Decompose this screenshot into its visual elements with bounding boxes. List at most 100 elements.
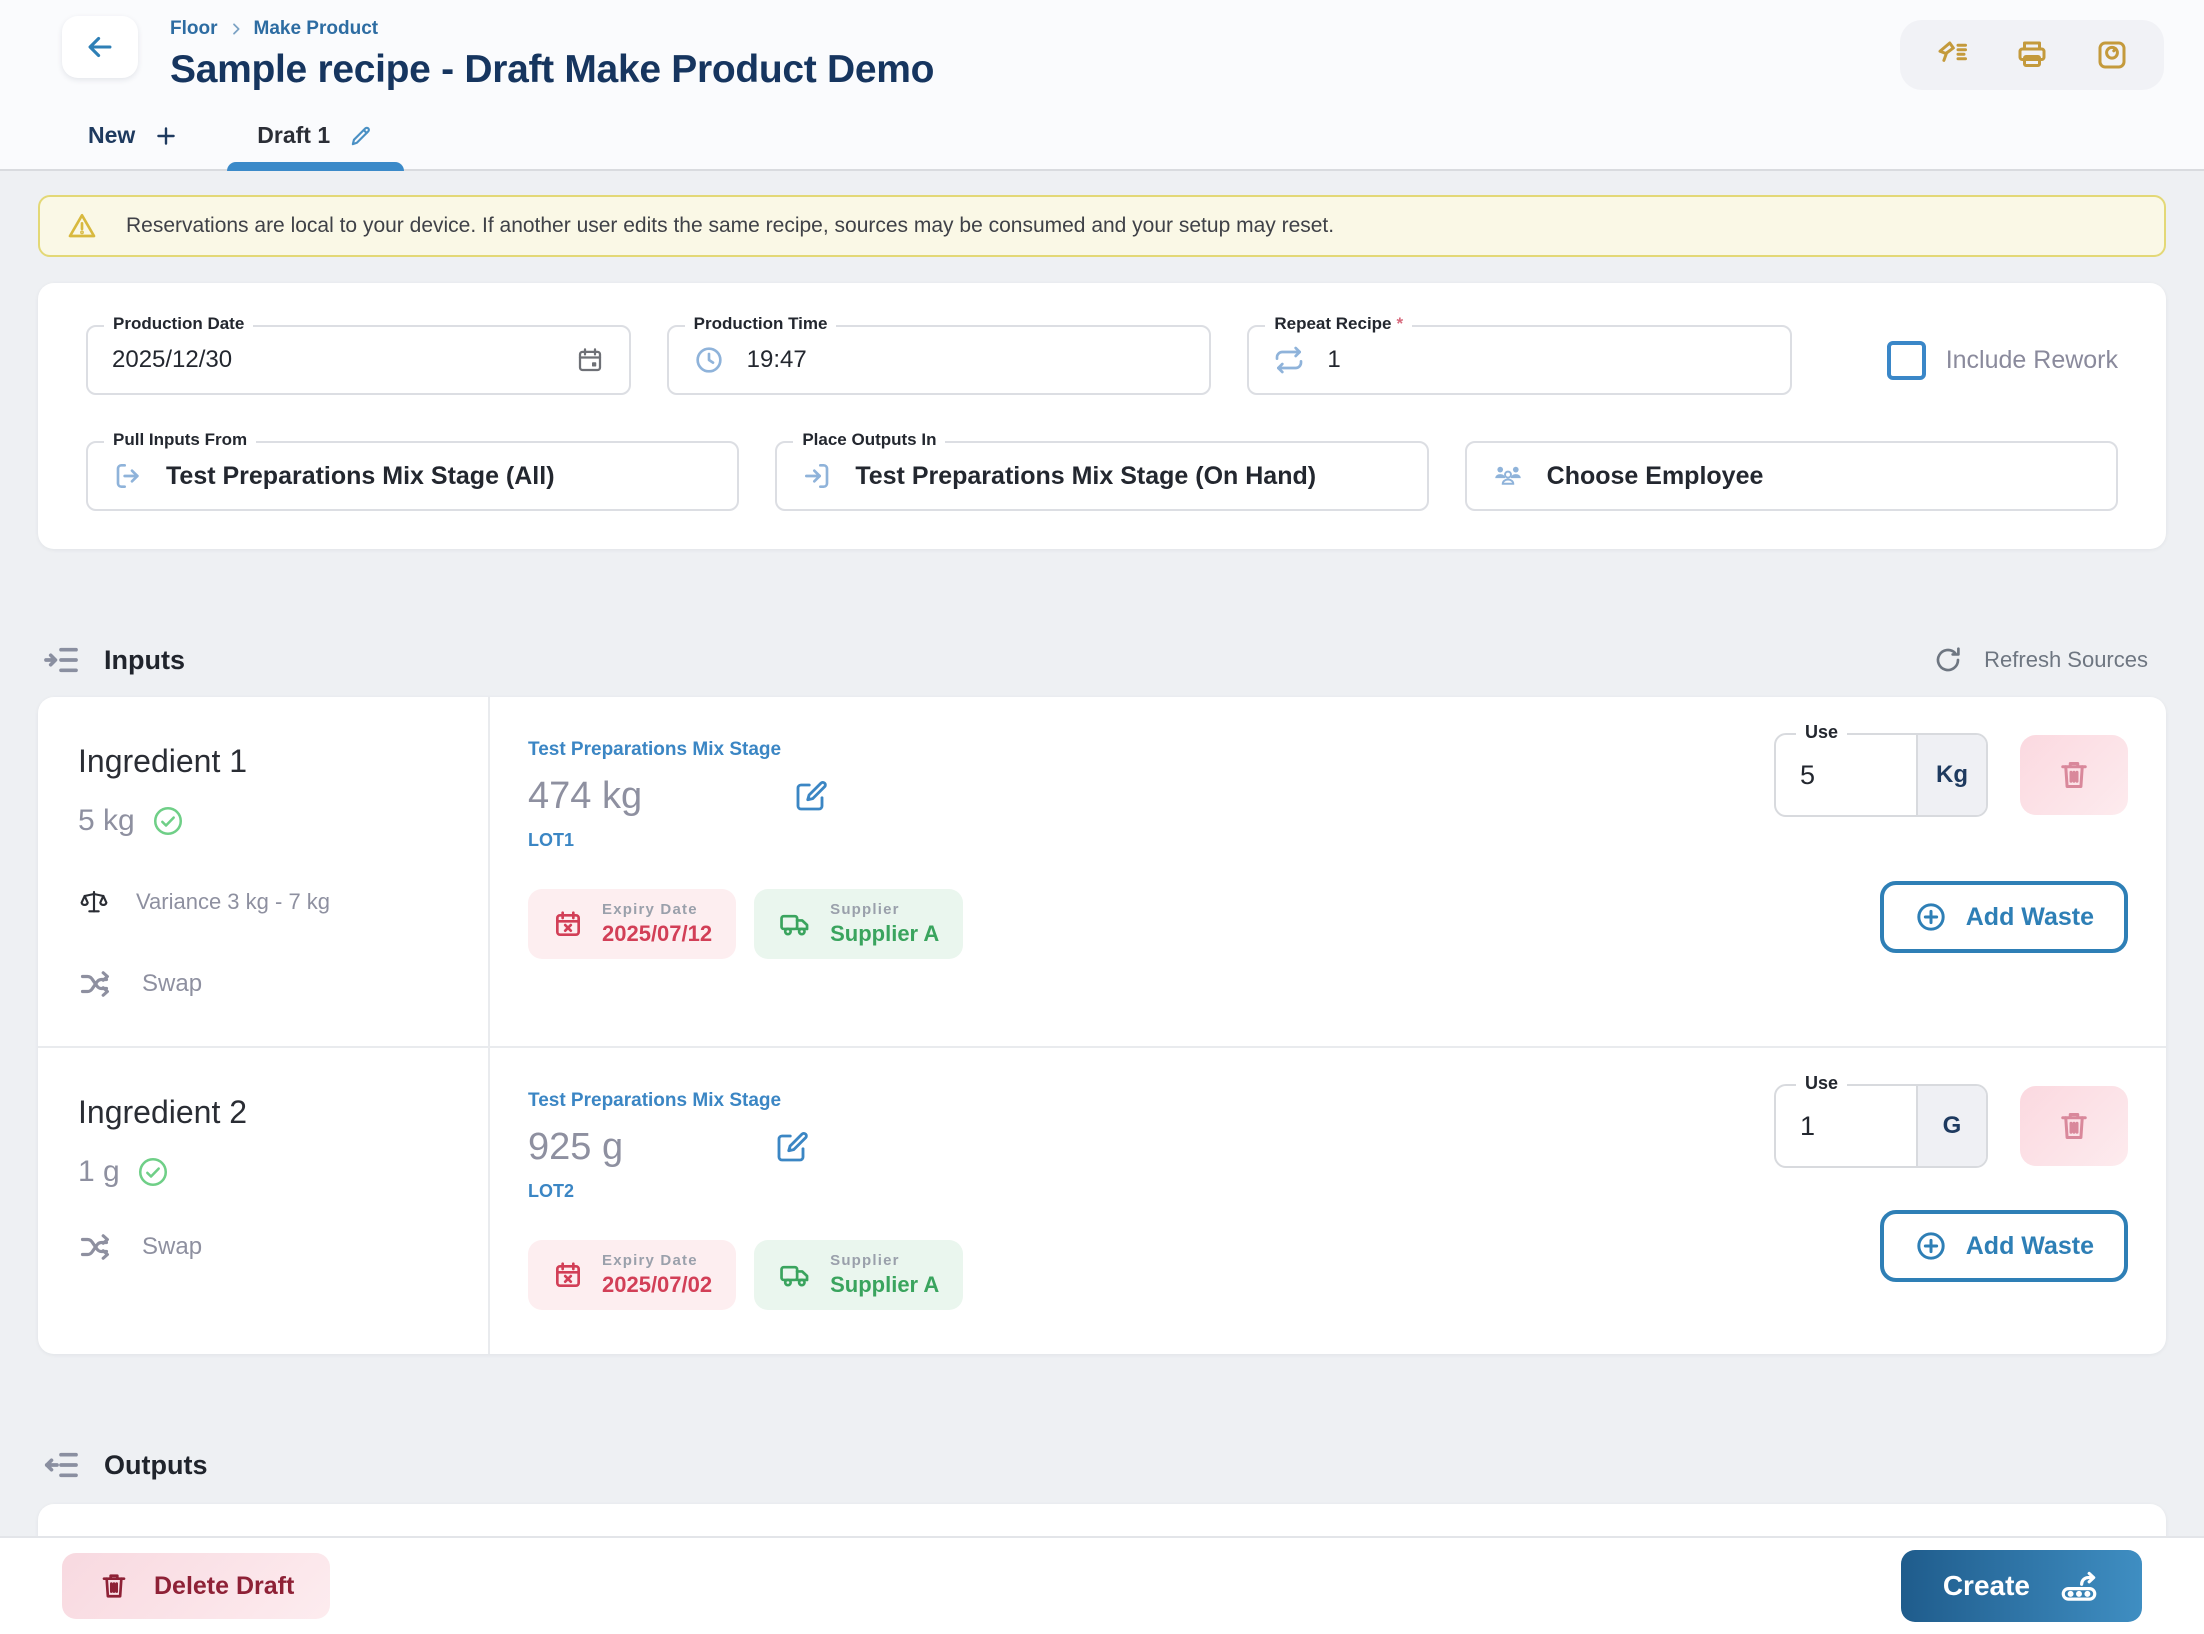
plus-circle-icon (1914, 900, 1948, 934)
outputs-section-title: Outputs (104, 1449, 208, 1480)
content: Reservations are local to your device. I… (0, 195, 2204, 1634)
tab-draft-1-label: Draft 1 (257, 122, 331, 148)
create-button[interactable]: Create (1900, 1550, 2142, 1622)
add-waste-label: Add Waste (1965, 1231, 2094, 1260)
header-text: Floor Make Product Sample recipe - Draft… (170, 16, 1900, 92)
ingredient-row-2: Ingredient 2 1 g Swap (38, 1046, 2166, 1354)
truck-icon (778, 1258, 812, 1292)
production-time-field[interactable]: Production Time 19:47 (666, 314, 1212, 395)
swap-label: Swap (142, 970, 203, 997)
truck-icon (778, 907, 812, 941)
add-waste-button[interactable]: Add Waste (1879, 1210, 2128, 1282)
tab-new-label: New (88, 122, 136, 148)
use-quantity-field[interactable]: Use 5 Kg (1774, 722, 1988, 817)
use-unit-button[interactable]: G (1916, 1086, 1986, 1166)
use-quantity-field[interactable]: Use 1 G (1774, 1073, 1988, 1168)
include-rework-group[interactable]: Include Rework (1828, 340, 2118, 380)
warning-triangle-icon (66, 210, 98, 242)
inputs-icon (42, 641, 80, 679)
edit-draft-name-icon[interactable] (348, 123, 374, 149)
use-quantity-input[interactable]: 5 (1800, 759, 1816, 790)
expiry-date-chip: Expiry Date 2025/07/02 (528, 1240, 737, 1310)
source-lot[interactable]: LOT2 (528, 1181, 575, 1201)
pull-inputs-from-value: Test Preparations Mix Stage (All) (166, 461, 555, 490)
setup-form-card: Production Date 2025/12/30 Production Ti… (38, 283, 2166, 549)
use-unit-button[interactable]: Kg (1916, 735, 1986, 815)
plus-circle-icon (1914, 1229, 1948, 1263)
source-lot[interactable]: LOT1 (528, 830, 575, 850)
ingredient-name: Ingredient 2 (78, 1094, 248, 1130)
pull-inputs-from-label: Pull Inputs From (104, 430, 257, 450)
calendar-icon[interactable] (575, 345, 605, 375)
header-toolbar (1900, 20, 2164, 90)
variance-text: Variance 3 kg - 7 kg (136, 889, 331, 914)
inputs-section-header: Inputs Refresh Sources (38, 641, 2166, 679)
form-row-1: Production Date 2025/12/30 Production Ti… (86, 314, 2118, 395)
breadcrumb-make-product[interactable]: Make Product (253, 18, 379, 39)
shuffle-icon (78, 1229, 114, 1265)
add-waste-button[interactable]: Add Waste (1879, 881, 2128, 953)
pull-inputs-from-field[interactable]: Pull Inputs From Test Preparations Mix S… (86, 430, 740, 511)
use-label: Use (1796, 722, 1848, 743)
page-title: Sample recipe - Draft Make Product Demo (170, 48, 935, 91)
repeat-recipe-field[interactable]: Repeat Recipe * 1 (1247, 314, 1793, 395)
expiry-date-chip: Expiry Date 2025/07/12 (528, 889, 737, 959)
add-tab-icon[interactable] (153, 123, 179, 149)
add-waste-label: Add Waste (1965, 902, 2094, 931)
refresh-sources-button[interactable]: Refresh Sources (1932, 644, 2162, 676)
include-rework-checkbox[interactable] (1886, 340, 1926, 380)
conveyor-icon (2058, 1565, 2100, 1607)
edit-source-icon[interactable] (792, 779, 828, 815)
trash-icon (98, 1570, 130, 1602)
ingredient-2-actions: Use 1 G Add (1736, 1048, 2166, 1354)
reservation-warning-banner: Reservations are local to your device. I… (38, 195, 2166, 257)
inputs-section-title: Inputs (104, 644, 185, 675)
trash-icon (2056, 1108, 2092, 1144)
swap-button[interactable]: Swap (78, 1229, 448, 1265)
back-button[interactable] (62, 16, 138, 78)
chevron-right-icon (228, 21, 244, 37)
check-circle-icon (151, 804, 185, 838)
place-outputs-in-label: Place Outputs In (793, 430, 946, 450)
breadcrumb: Floor Make Product (170, 18, 1900, 40)
outputs-icon (42, 1446, 80, 1484)
scale-icon[interactable] (2094, 37, 2130, 73)
source-stage-link[interactable]: Test Preparations Mix Stage (528, 1090, 782, 1111)
choose-employee-field[interactable]: Choose Employee (1464, 441, 2118, 511)
trash-icon (2056, 757, 2092, 793)
push-in-arrow-icon (801, 460, 833, 492)
form-row-2: Pull Inputs From Test Preparations Mix S… (86, 430, 2118, 511)
place-outputs-in-field[interactable]: Place Outputs In Test Preparations Mix S… (775, 430, 1429, 511)
ingredient-row-1: Ingredient 1 5 kg Variance 3 kg - 7 kg (38, 697, 2166, 1046)
source-stage-link[interactable]: Test Preparations Mix Stage (528, 739, 782, 760)
ingredient-name: Ingredient 1 (78, 743, 248, 779)
delete-draft-label: Delete Draft (154, 1571, 295, 1600)
production-time-value: 19:47 (746, 346, 807, 373)
tab-new[interactable]: New (62, 122, 205, 169)
barcode-scanner-icon[interactable] (1934, 37, 1970, 73)
printer-icon[interactable] (2014, 37, 2050, 73)
remove-source-button[interactable] (2020, 735, 2128, 815)
ingredient-1-source: Test Preparations Mix Stage 474 kg LOT1 (490, 697, 1736, 1046)
breadcrumb-floor[interactable]: Floor (170, 18, 218, 39)
supplier-chip: Supplier Supplier A (754, 1240, 964, 1310)
refresh-icon (1932, 644, 1964, 676)
ingredient-1-summary: Ingredient 1 5 kg Variance 3 kg - 7 kg (38, 697, 490, 1046)
employees-icon (1491, 459, 1525, 493)
production-date-value: 2025/12/30 (112, 346, 233, 373)
choose-employee-value: Choose Employee (1546, 461, 1764, 490)
header: Floor Make Product Sample recipe - Draft… (0, 0, 2204, 171)
ingredient-2-source: Test Preparations Mix Stage 925 g LOT2 (490, 1048, 1736, 1354)
remove-source-button[interactable] (2020, 1086, 2128, 1166)
production-date-label: Production Date (104, 314, 254, 334)
tab-draft-1[interactable]: Draft 1 (227, 122, 405, 171)
production-date-field[interactable]: Production Date 2025/12/30 (86, 314, 631, 395)
swap-button[interactable]: Swap (78, 966, 448, 1002)
supplier-chip: Supplier Supplier A (754, 889, 964, 959)
clock-icon (693, 344, 725, 376)
ingredient-1-actions: Use 5 Kg Ad (1736, 697, 2166, 1046)
calendar-x-icon (552, 908, 584, 940)
delete-draft-button[interactable]: Delete Draft (62, 1553, 331, 1619)
use-quantity-input[interactable]: 1 (1800, 1110, 1816, 1141)
edit-source-icon[interactable] (773, 1130, 809, 1166)
